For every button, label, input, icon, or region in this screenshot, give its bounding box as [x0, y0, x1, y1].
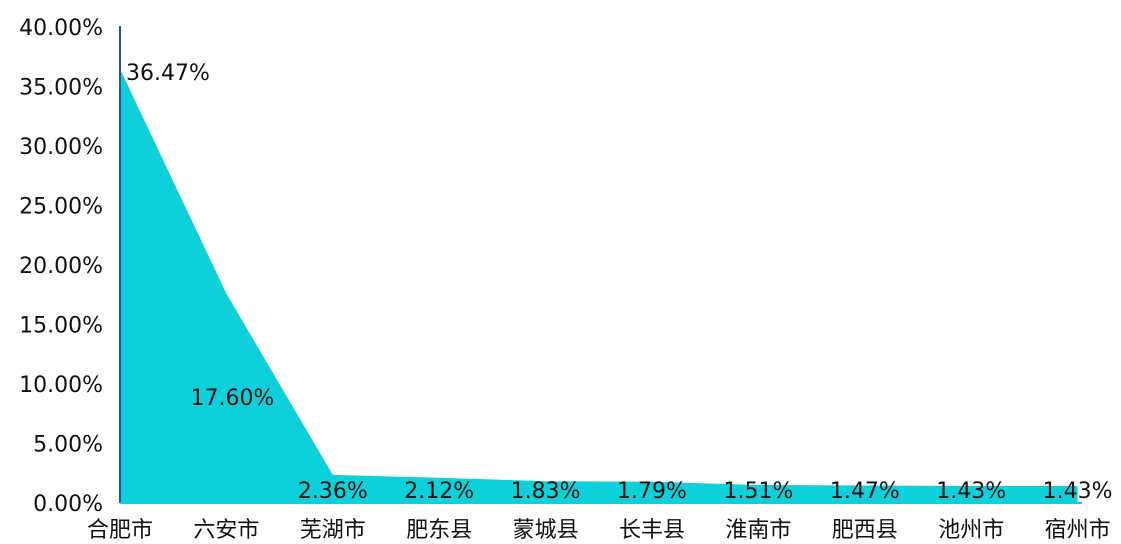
series-area — [120, 69, 1078, 503]
data-label: 2.36% — [298, 479, 368, 504]
x-tick-label: 长丰县 — [619, 518, 685, 543]
x-tick-label: 淮南市 — [725, 518, 791, 543]
x-tick-label: 合肥市 — [87, 518, 153, 543]
data-label: 2.12% — [404, 479, 474, 504]
data-label: 1.47% — [830, 479, 900, 504]
y-tick-label: 10.00% — [19, 373, 103, 398]
data-label: 1.83% — [511, 479, 581, 504]
data-label: 1.43% — [936, 479, 1006, 504]
y-axis-tick-labels: 0.00% 5.00% 10.00% 15.00% 20.00% 25.00% 30.00%… — [19, 16, 103, 517]
y-tick-label: 25.00% — [19, 195, 103, 220]
y-tick-label: 20.00% — [19, 254, 103, 279]
x-axis-tick-labels: 合肥市 六安市 芜湖市 肥东县 蒙城县 长丰县 淮南市 肥西县 池州市 宿州市 — [87, 518, 1111, 543]
y-tick-label: 15.00% — [19, 314, 103, 339]
y-tick-label: 0.00% — [33, 492, 103, 517]
x-tick-label: 肥西县 — [832, 518, 898, 543]
data-label: 36.47% — [126, 61, 210, 86]
x-tick-label: 六安市 — [193, 518, 259, 543]
x-tick-label: 芜湖市 — [300, 518, 366, 543]
x-tick-label: 池州市 — [938, 518, 1004, 543]
x-tick-label: 宿州市 — [1045, 518, 1111, 543]
y-tick-label: 40.00% — [19, 16, 103, 41]
y-tick-label: 5.00% — [33, 433, 103, 458]
data-label: 1.43% — [1043, 479, 1113, 504]
x-tick-label: 肥东县 — [406, 518, 472, 543]
data-label: 1.51% — [723, 479, 793, 504]
x-tick-label: 蒙城县 — [513, 518, 579, 543]
y-tick-label: 30.00% — [19, 135, 103, 160]
data-label: 1.79% — [617, 479, 687, 504]
y-tick-label: 35.00% — [19, 76, 103, 101]
data-label: 17.60% — [190, 386, 274, 411]
data-labels: 36.47% 17.60% 2.36% 2.12% 1.83% 1.79% 1.51% 1.4… — [126, 61, 1113, 504]
axis-layer — [119, 26, 1082, 504]
area-layer — [120, 69, 1078, 503]
